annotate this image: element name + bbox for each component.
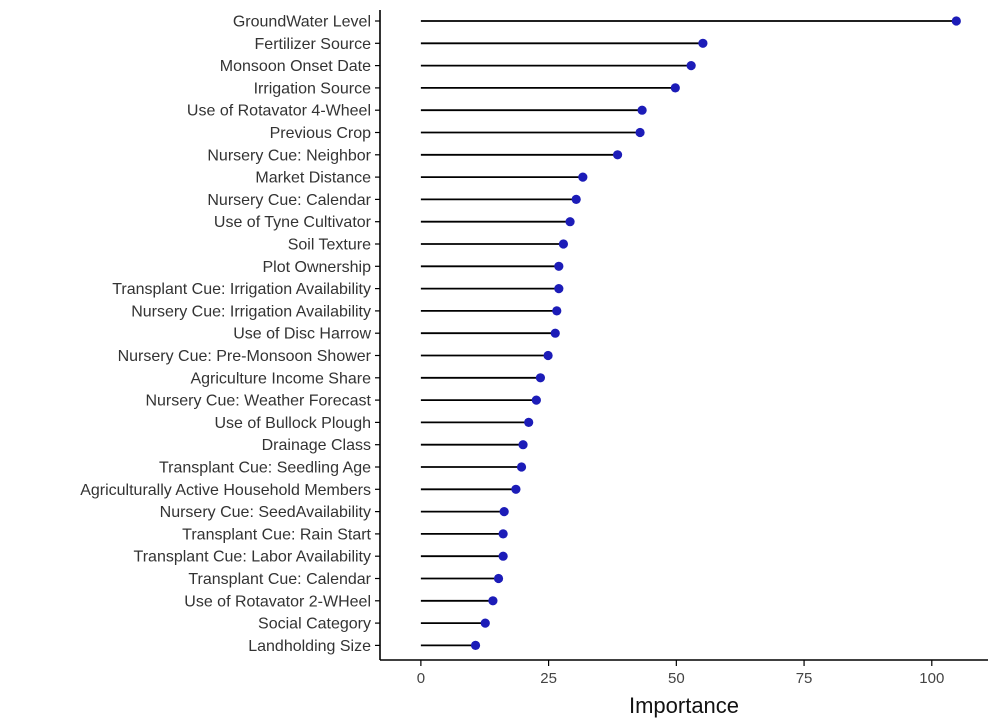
- lollipop-point: [952, 16, 961, 25]
- category-labels: GroundWater Level Fertilizer Source Monsoo…: [80, 14, 380, 655]
- lollipop-point: [698, 39, 707, 48]
- category-label: Irrigation Source: [254, 80, 371, 97]
- x-tick-label: 100: [919, 670, 944, 687]
- category-label: Nursery Cue: Pre-Monsoon Shower: [118, 348, 372, 365]
- category-label: Drainage Class: [262, 437, 371, 454]
- category-label: Use of Bullock Plough: [214, 415, 371, 432]
- lollipop-point: [635, 128, 644, 137]
- axes: [380, 10, 988, 660]
- lollipop-point: [536, 373, 545, 382]
- category-label: Market Distance: [255, 170, 371, 187]
- lollipop-point: [518, 440, 527, 449]
- lollipop-point: [471, 641, 480, 650]
- x-axis-title: Importance: [629, 693, 739, 718]
- category-label: Transplant Cue: Irrigation Availability: [112, 281, 371, 298]
- lollipop-point: [671, 83, 680, 92]
- lollipop-point: [687, 61, 696, 70]
- lollipop-point: [524, 418, 533, 427]
- category-label: Nursery Cue: Weather Forecast: [145, 393, 371, 410]
- lollipop-point: [517, 462, 526, 471]
- lollipop-point: [500, 507, 509, 516]
- x-tick-label: 25: [540, 670, 557, 687]
- lollipop-point: [494, 574, 503, 583]
- category-label: Transplant Cue: Rain Start: [182, 526, 371, 543]
- x-tick-label: 50: [668, 670, 685, 687]
- lollipop-point: [554, 262, 563, 271]
- x-tick-label: 0: [417, 670, 425, 687]
- category-label: Agriculturally Active Household Members: [80, 482, 371, 499]
- lollipop-point: [552, 306, 561, 315]
- category-label: Plot Ownership: [263, 259, 372, 276]
- category-label: Transplant Cue: Calendar: [188, 571, 371, 588]
- category-label: Use of Rotavator 4-Wheel: [187, 103, 371, 120]
- lollipop-point: [481, 619, 490, 628]
- lollipop-point: [511, 485, 520, 494]
- category-label: Soil Texture: [288, 237, 371, 254]
- lollipop-point: [565, 217, 574, 226]
- category-label: Transplant Cue: Seedling Age: [159, 460, 371, 477]
- category-label: Monsoon Onset Date: [220, 58, 371, 75]
- category-label: Transplant Cue: Labor Availability: [134, 549, 371, 566]
- category-label: Landholding Size: [248, 638, 371, 655]
- lollipop-point: [488, 596, 497, 605]
- x-axis-ticks: 0 25 50 75 100: [417, 660, 945, 687]
- lollipop-point: [499, 552, 508, 561]
- category-label: Previous Crop: [270, 125, 371, 142]
- category-label: Nursery Cue: SeedAvailability: [160, 504, 371, 521]
- category-label: Fertilizer Source: [255, 36, 372, 53]
- category-label: Agriculture Income Share: [190, 370, 371, 387]
- category-label: Nursery Cue: Irrigation Availability: [131, 303, 371, 320]
- category-label: Use of Rotavator 2-WHeel: [184, 593, 371, 610]
- stems-layer: [421, 21, 956, 645]
- category-label: Nursery Cue: Neighbor: [207, 147, 371, 164]
- category-label: Use of Disc Harrow: [233, 326, 371, 343]
- lollipop-point: [613, 150, 622, 159]
- lollipop-point: [551, 329, 560, 338]
- category-label: Nursery Cue: Calendar: [207, 192, 371, 209]
- category-label: Use of Tyne Cultivator: [214, 214, 372, 231]
- lollipop-point: [554, 284, 563, 293]
- lollipop-point: [638, 106, 647, 115]
- lollipop-point: [543, 351, 552, 360]
- lollipop-point: [559, 239, 568, 248]
- category-label: GroundWater Level: [233, 14, 371, 31]
- lollipop-point: [499, 529, 508, 538]
- x-tick-label: 75: [796, 670, 813, 687]
- lollipop-point: [572, 195, 581, 204]
- lollipop-point: [578, 173, 587, 182]
- category-label: Social Category: [258, 616, 371, 633]
- lollipop-point: [532, 396, 541, 405]
